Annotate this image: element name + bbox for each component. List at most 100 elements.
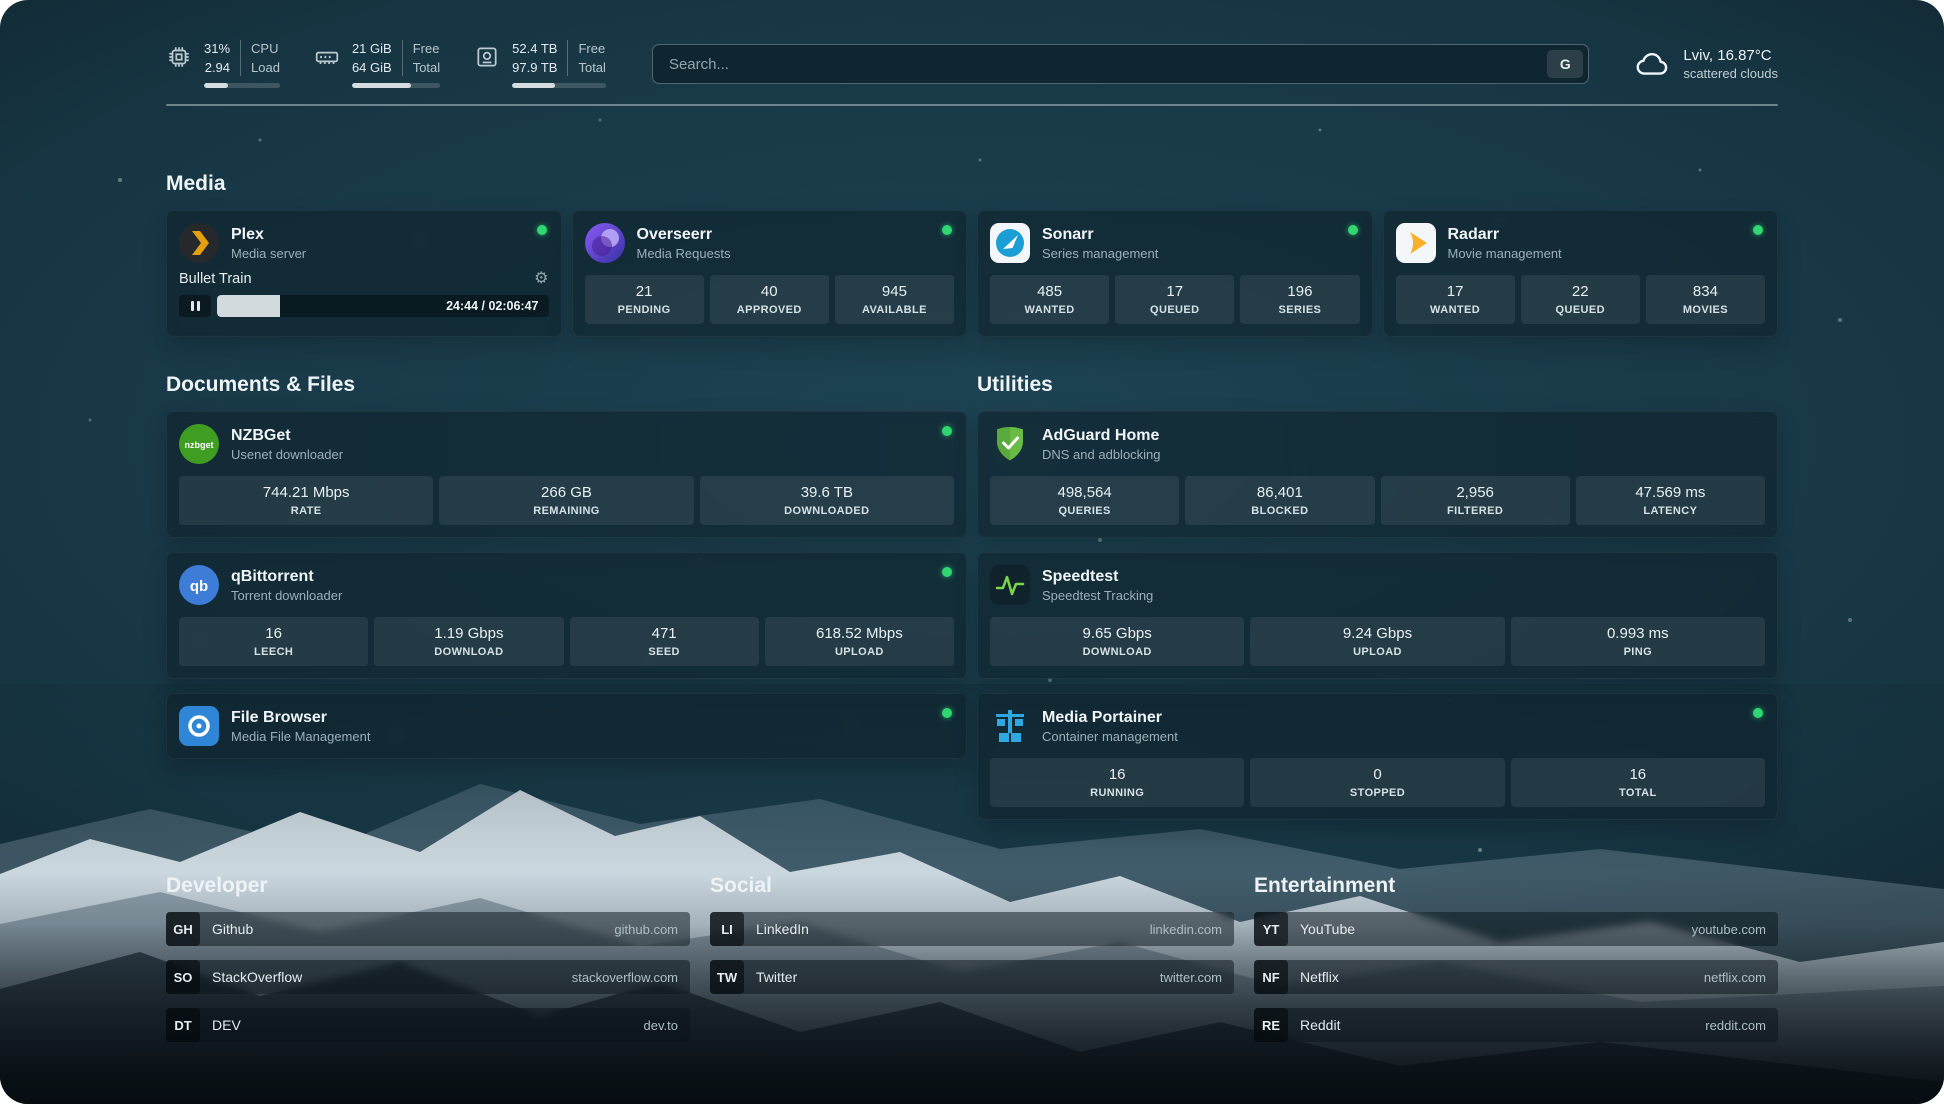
search-input[interactable] (666, 54, 1548, 74)
bookmark-youtube[interactable]: YT YouTube youtube.com (1254, 912, 1778, 946)
stat-value: 17 (1446, 283, 1464, 300)
stat-label: QUEUED (1150, 304, 1200, 316)
service-card-overseerr[interactable]: Overseerr Media Requests 21 PENDING 40 A… (571, 210, 967, 337)
service-name: qBittorrent (231, 567, 314, 585)
service-name: Radarr (1447, 225, 1500, 243)
stat-label: AVAILABLE (861, 304, 927, 316)
stat-label: SERIES (1278, 304, 1322, 316)
stat-value: 16 (265, 625, 282, 642)
service-subtitle: Media server (231, 245, 307, 261)
gear-icon[interactable]: ⚙ (534, 270, 549, 287)
service-card-nzbget[interactable]: nzbget NZBGet Usenet downloader 744.21 M… (166, 411, 967, 538)
cpu-load-value: 2.94 (204, 60, 231, 75)
stat-series: 196 SERIES (1240, 275, 1360, 324)
search-provider-button[interactable]: G (1547, 50, 1584, 78)
bookmark-linkedin[interactable]: LI LinkedIn linkedin.com (710, 912, 1234, 946)
service-subtitle: Series management (1042, 245, 1159, 261)
service-card-filebrowser[interactable]: File Browser Media File Management (166, 693, 967, 759)
service-card-sonarr[interactable]: Sonarr Series management 485 WANTED 17 Q… (977, 210, 1373, 337)
weather-location: Lviv, 16.87°C (1683, 47, 1772, 64)
bookmark-reddit[interactable]: RE Reddit reddit.com (1254, 1008, 1778, 1042)
stat-approved: 40 APPROVED (709, 275, 829, 324)
bookmark-netflix[interactable]: NF Netflix netflix.com (1254, 960, 1778, 994)
stat-value: 9.24 Gbps (1342, 625, 1413, 642)
stat-label: TOTAL (1618, 787, 1657, 799)
status-dot (942, 426, 952, 436)
service-card-radarr[interactable]: Radarr Movie management 17 WANTED 22 QUE… (1382, 210, 1778, 337)
bookmark-abbr: RE (1254, 1008, 1288, 1042)
service-name: Media Portainer (1042, 708, 1163, 726)
service-subtitle: DNS and adblocking (1042, 446, 1161, 462)
service-card-portainer[interactable]: Media Portainer Container management 16 … (977, 693, 1778, 820)
stat-value: 16 (1108, 766, 1126, 783)
stat-value: 16 (1629, 766, 1647, 783)
disk-widget: 52.4 TB 97.9 TB Free Total (474, 40, 606, 88)
service-name: NZBGet (231, 426, 291, 444)
stat-value: 485 (1037, 283, 1063, 300)
search-bar[interactable]: G (651, 44, 1590, 84)
service-card-plex[interactable]: Plex Media server Bullet Train ⚙ 24:44 (166, 210, 562, 337)
stat-label: DOWNLOAD (434, 646, 504, 658)
stat-value: 86,401 (1256, 484, 1303, 501)
bookmark-url: dev.to (643, 1017, 678, 1033)
playback-time: 24:44 / 02:06:47 (446, 299, 539, 313)
stat-label: LATENCY (1643, 505, 1698, 517)
status-dot (1753, 708, 1763, 718)
disk-icon (477, 47, 497, 67)
stat-label: RUNNING (1090, 787, 1145, 799)
status-dot (1347, 225, 1358, 235)
divider (401, 40, 403, 76)
bookmark-github[interactable]: GH Github github.com (166, 912, 690, 946)
bookmark-group-developer: Developer GH Github github.com SO StackO… (166, 874, 690, 1042)
pause-button[interactable] (179, 295, 211, 317)
stat-value: 618.52 Mbps (816, 625, 903, 642)
disk-progress-fill (512, 83, 556, 88)
stat-value: 22 (1571, 283, 1589, 300)
bookmark-url: github.com (614, 921, 678, 937)
adguard-icon (997, 427, 1023, 461)
stat-queued: 22 QUEUED (1520, 275, 1640, 324)
weather-condition: scattered clouds (1683, 66, 1778, 81)
disk-total-value: 97.9 TB (512, 60, 558, 75)
service-card-speedtest[interactable]: Speedtest Speedtest Tracking 9.65 Gbps D… (977, 552, 1778, 679)
memory-total-value: 64 GiB (351, 60, 392, 75)
stat-blocked: 86,401 BLOCKED (1185, 476, 1375, 525)
bookmark-group-title: Developer (166, 874, 268, 897)
bookmark-dev[interactable]: DT DEV dev.to (166, 1008, 690, 1042)
stat-label: PING (1623, 646, 1653, 658)
disk-free-value: 52.4 TB (512, 41, 558, 56)
bookmark-stackoverflow[interactable]: SO StackOverflow stackoverflow.com (166, 960, 690, 994)
stat-value: 834 (1692, 283, 1718, 300)
bookmark-url: reddit.com (1705, 1017, 1766, 1033)
qbittorrent-icon: qb (179, 565, 219, 605)
stat-total: 16 TOTAL (1510, 758, 1765, 807)
cpu-load-label: Load (251, 60, 280, 75)
service-card-qbittorrent[interactable]: qb qBittorrent Torrent downloader 16 (166, 552, 967, 679)
memory-progress-fill (351, 83, 412, 88)
stat-label: SEED (648, 646, 680, 658)
stat-wanted: 485 WANTED (990, 275, 1110, 324)
section-documents: Documents & Files nzbget NZBGet Usenet d… (166, 373, 967, 759)
memory-icon (315, 51, 339, 65)
playback-progress-fill (217, 295, 280, 317)
status-dot (942, 225, 952, 235)
bookmark-twitter[interactable]: TW Twitter twitter.com (710, 960, 1234, 994)
stat-downloaded: 39.6 TB DOWNLOADED (699, 476, 954, 525)
status-dot (1753, 225, 1763, 235)
filebrowser-icon (179, 706, 219, 746)
service-subtitle: Container management (1042, 728, 1178, 744)
stat-movies: 834 MOVIES (1645, 275, 1766, 324)
disk-progress-bar (512, 83, 606, 88)
weather-widget: Lviv, 16.87°C scattered clouds (1633, 45, 1778, 83)
cpu-widget: 31% 2.94 CPU Load (166, 40, 280, 88)
stat-rate: 744.21 Mbps RATE (179, 476, 434, 525)
playback-progress-bar[interactable]: 24:44 / 02:06:47 (217, 295, 549, 317)
stat-label: REMAINING (533, 505, 600, 517)
stat-value: 744.21 Mbps (262, 484, 350, 501)
bookmark-url: twitter.com (1159, 969, 1222, 985)
service-card-adguard[interactable]: AdGuard Home DNS and adblocking 498,564 … (977, 411, 1778, 538)
cpu-progress-bar (204, 83, 280, 88)
section-title-documents: Documents & Files (166, 373, 356, 396)
stat-running: 16 RUNNING (990, 758, 1245, 807)
stat-label: FILTERED (1447, 505, 1504, 517)
